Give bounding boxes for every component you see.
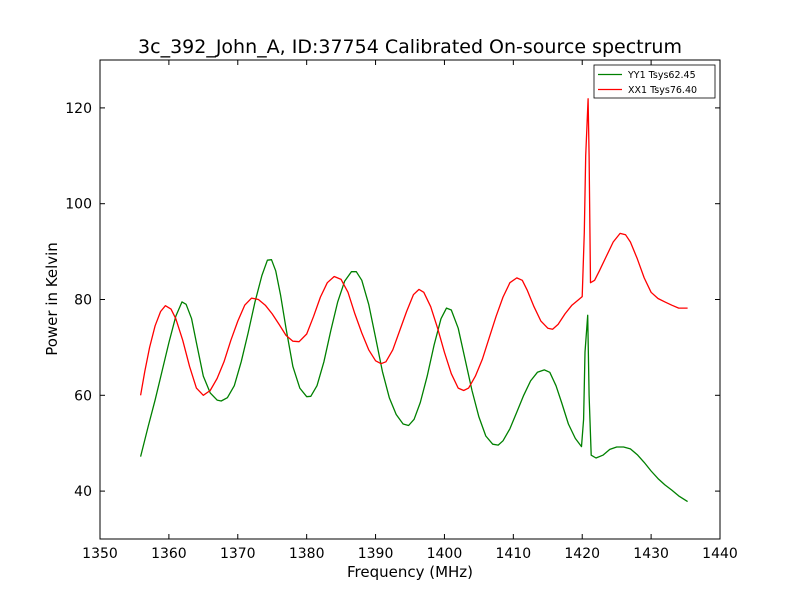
chart-title: 3c_392_John_A, ID:37754 Calibrated On-so…: [138, 36, 682, 58]
y-axis-label: Power in Kelvin: [43, 242, 61, 356]
x-tick-label: 1360: [151, 546, 187, 562]
y-tick-label: 100: [65, 197, 92, 213]
plot-frame: [99, 59, 721, 540]
x-tick-label: 1390: [358, 546, 394, 562]
x-tick-label: 1430: [633, 546, 669, 562]
series-line-yy1: [139, 259, 688, 503]
x-tick-label: 1370: [220, 546, 256, 562]
y-tick-label: 40: [74, 484, 92, 500]
legend: YY1 Tsys62.45 XX1 Tsys76.40: [593, 64, 716, 99]
series-line-xx1: [139, 98, 688, 396]
tick-layer: 1350 1360 1370 1380 1390 1400 1410 1420 1430 1440…: [65, 60, 738, 562]
x-tick-label: 1350: [82, 546, 118, 562]
x-tick-label: 1440: [702, 546, 738, 562]
y-tick-label: 80: [74, 293, 92, 309]
y-tick-label: 60: [74, 388, 92, 404]
legend-box: [593, 64, 716, 99]
legend-label-xx1: XX1 Tsys76.40: [628, 85, 697, 96]
series-layer: [139, 98, 688, 503]
x-axis-label: Frequency (MHz): [347, 563, 473, 581]
x-tick-label: 1380: [289, 546, 325, 562]
legend-label-yy1: YY1 Tsys62.45: [627, 70, 696, 81]
x-tick-label: 1400: [427, 546, 463, 562]
x-tick-label: 1420: [564, 546, 600, 562]
x-tick-label: 1410: [496, 546, 532, 562]
y-tick-label: 120: [65, 101, 92, 117]
